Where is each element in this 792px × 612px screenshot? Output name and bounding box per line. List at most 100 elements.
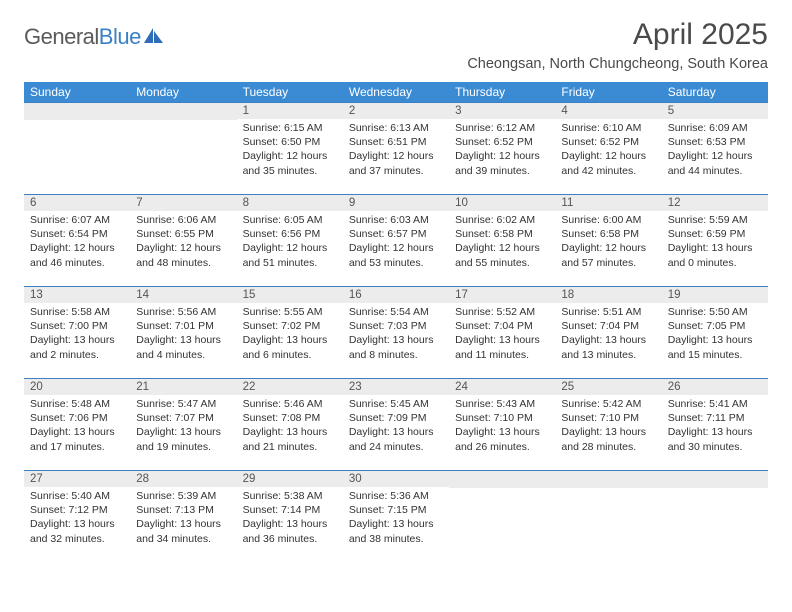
daylight-line: Daylight: 13 hours and 17 minutes. (30, 425, 124, 453)
calendar-day-cell: 16Sunrise: 5:54 AMSunset: 7:03 PMDayligh… (343, 286, 449, 378)
sunset-line: Sunset: 6:52 PM (455, 135, 549, 149)
calendar-day-cell: 10Sunrise: 6:02 AMSunset: 6:58 PMDayligh… (449, 194, 555, 286)
calendar-day-cell: 6Sunrise: 6:07 AMSunset: 6:54 PMDaylight… (24, 194, 130, 286)
day-number-bar: 5 (662, 102, 768, 119)
day-number-bar: 7 (130, 194, 236, 211)
brand-word-2: Blue (99, 24, 141, 49)
daylight-line: Daylight: 12 hours and 35 minutes. (243, 149, 337, 177)
calendar-week-row: 13Sunrise: 5:58 AMSunset: 7:00 PMDayligh… (24, 286, 768, 378)
calendar-body: 1Sunrise: 6:15 AMSunset: 6:50 PMDaylight… (24, 102, 768, 562)
sunset-line: Sunset: 6:53 PM (668, 135, 762, 149)
calendar-day-cell: 30Sunrise: 5:36 AMSunset: 7:15 PMDayligh… (343, 470, 449, 562)
sunrise-line: Sunrise: 5:54 AM (349, 305, 443, 319)
daylight-line: Daylight: 13 hours and 34 minutes. (136, 517, 230, 545)
day-number-bar (555, 470, 661, 488)
sunrise-line: Sunrise: 6:12 AM (455, 121, 549, 135)
day-body: Sunrise: 5:48 AMSunset: 7:06 PMDaylight:… (24, 395, 130, 458)
calendar-day-cell: 20Sunrise: 5:48 AMSunset: 7:06 PMDayligh… (24, 378, 130, 470)
sunrise-line: Sunrise: 6:15 AM (243, 121, 337, 135)
calendar-day-cell: 14Sunrise: 5:56 AMSunset: 7:01 PMDayligh… (130, 286, 236, 378)
day-number-bar: 21 (130, 378, 236, 395)
weekday-header: Wednesday (343, 82, 449, 102)
sunset-line: Sunset: 6:50 PM (243, 135, 337, 149)
daylight-line: Daylight: 13 hours and 11 minutes. (455, 333, 549, 361)
sunset-line: Sunset: 7:04 PM (561, 319, 655, 333)
day-body: Sunrise: 5:47 AMSunset: 7:07 PMDaylight:… (130, 395, 236, 458)
sunset-line: Sunset: 7:10 PM (561, 411, 655, 425)
day-body: Sunrise: 5:59 AMSunset: 6:59 PMDaylight:… (662, 211, 768, 274)
daylight-line: Daylight: 12 hours and 39 minutes. (455, 149, 549, 177)
weekday-header: Friday (555, 82, 661, 102)
calendar-day-cell: 5Sunrise: 6:09 AMSunset: 6:53 PMDaylight… (662, 102, 768, 194)
calendar-empty-cell (449, 470, 555, 562)
calendar-day-cell: 24Sunrise: 5:43 AMSunset: 7:10 PMDayligh… (449, 378, 555, 470)
day-body: Sunrise: 6:03 AMSunset: 6:57 PMDaylight:… (343, 211, 449, 274)
calendar-day-cell: 13Sunrise: 5:58 AMSunset: 7:00 PMDayligh… (24, 286, 130, 378)
daylight-line: Daylight: 13 hours and 30 minutes. (668, 425, 762, 453)
sunset-line: Sunset: 6:52 PM (561, 135, 655, 149)
brand-name: GeneralBlue (24, 24, 141, 50)
day-number-bar: 4 (555, 102, 661, 119)
calendar-day-cell: 18Sunrise: 5:51 AMSunset: 7:04 PMDayligh… (555, 286, 661, 378)
sunrise-line: Sunrise: 5:38 AM (243, 489, 337, 503)
sunset-line: Sunset: 7:00 PM (30, 319, 124, 333)
weekday-header: Thursday (449, 82, 555, 102)
calendar-day-cell: 2Sunrise: 6:13 AMSunset: 6:51 PMDaylight… (343, 102, 449, 194)
day-number-bar: 13 (24, 286, 130, 303)
sunrise-line: Sunrise: 5:42 AM (561, 397, 655, 411)
sunset-line: Sunset: 7:05 PM (668, 319, 762, 333)
calendar-day-cell: 29Sunrise: 5:38 AMSunset: 7:14 PMDayligh… (237, 470, 343, 562)
sunset-line: Sunset: 7:03 PM (349, 319, 443, 333)
day-number-bar (449, 470, 555, 488)
sunrise-line: Sunrise: 6:07 AM (30, 213, 124, 227)
calendar-empty-cell (130, 102, 236, 194)
day-number-bar: 20 (24, 378, 130, 395)
day-number-bar: 10 (449, 194, 555, 211)
day-body: Sunrise: 6:12 AMSunset: 6:52 PMDaylight:… (449, 119, 555, 182)
brand-logo: GeneralBlue (24, 24, 164, 50)
day-number-bar: 11 (555, 194, 661, 211)
day-body: Sunrise: 6:06 AMSunset: 6:55 PMDaylight:… (130, 211, 236, 274)
title-block: April 2025 Cheongsan, North Chungcheong,… (467, 18, 768, 80)
day-body: Sunrise: 6:10 AMSunset: 6:52 PMDaylight:… (555, 119, 661, 182)
sunrise-line: Sunrise: 6:03 AM (349, 213, 443, 227)
calendar-day-cell: 9Sunrise: 6:03 AMSunset: 6:57 PMDaylight… (343, 194, 449, 286)
weekday-header: Tuesday (237, 82, 343, 102)
sunset-line: Sunset: 7:01 PM (136, 319, 230, 333)
sunset-line: Sunset: 7:12 PM (30, 503, 124, 517)
day-body: Sunrise: 6:05 AMSunset: 6:56 PMDaylight:… (237, 211, 343, 274)
day-body: Sunrise: 6:13 AMSunset: 6:51 PMDaylight:… (343, 119, 449, 182)
calendar-day-cell: 7Sunrise: 6:06 AMSunset: 6:55 PMDaylight… (130, 194, 236, 286)
sunset-line: Sunset: 7:02 PM (243, 319, 337, 333)
day-number-bar: 24 (449, 378, 555, 395)
calendar-day-cell: 12Sunrise: 5:59 AMSunset: 6:59 PMDayligh… (662, 194, 768, 286)
day-body: Sunrise: 6:15 AMSunset: 6:50 PMDaylight:… (237, 119, 343, 182)
daylight-line: Daylight: 12 hours and 48 minutes. (136, 241, 230, 269)
daylight-line: Daylight: 13 hours and 4 minutes. (136, 333, 230, 361)
daylight-line: Daylight: 13 hours and 38 minutes. (349, 517, 443, 545)
day-number-bar: 14 (130, 286, 236, 303)
sunset-line: Sunset: 6:54 PM (30, 227, 124, 241)
sunrise-line: Sunrise: 6:05 AM (243, 213, 337, 227)
header: GeneralBlue April 2025 Cheongsan, North … (24, 18, 768, 80)
daylight-line: Daylight: 13 hours and 36 minutes. (243, 517, 337, 545)
daylight-line: Daylight: 13 hours and 13 minutes. (561, 333, 655, 361)
calendar-day-cell: 15Sunrise: 5:55 AMSunset: 7:02 PMDayligh… (237, 286, 343, 378)
sunrise-line: Sunrise: 5:59 AM (668, 213, 762, 227)
day-number-bar: 30 (343, 470, 449, 487)
sunset-line: Sunset: 7:09 PM (349, 411, 443, 425)
daylight-line: Daylight: 13 hours and 15 minutes. (668, 333, 762, 361)
calendar-week-row: 20Sunrise: 5:48 AMSunset: 7:06 PMDayligh… (24, 378, 768, 470)
day-body: Sunrise: 5:56 AMSunset: 7:01 PMDaylight:… (130, 303, 236, 366)
daylight-line: Daylight: 13 hours and 28 minutes. (561, 425, 655, 453)
sunrise-line: Sunrise: 5:52 AM (455, 305, 549, 319)
sunset-line: Sunset: 7:06 PM (30, 411, 124, 425)
daylight-line: Daylight: 12 hours and 42 minutes. (561, 149, 655, 177)
day-body: Sunrise: 5:46 AMSunset: 7:08 PMDaylight:… (237, 395, 343, 458)
day-body: Sunrise: 5:36 AMSunset: 7:15 PMDaylight:… (343, 487, 449, 550)
sunrise-line: Sunrise: 5:41 AM (668, 397, 762, 411)
day-number-bar: 6 (24, 194, 130, 211)
day-number-bar: 22 (237, 378, 343, 395)
day-body: Sunrise: 5:50 AMSunset: 7:05 PMDaylight:… (662, 303, 768, 366)
sunrise-line: Sunrise: 5:50 AM (668, 305, 762, 319)
